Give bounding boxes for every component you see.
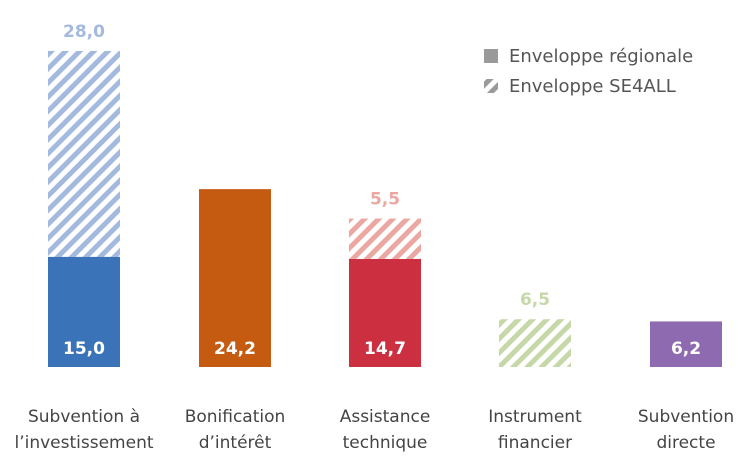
category-label-4: Subvention directe [638, 407, 734, 453]
category-label-1: Bonification d’intérêt [185, 407, 286, 453]
bar-regionale-4 [650, 321, 722, 367]
bar-regionale-2 [349, 258, 421, 367]
bar-se4all-2 [349, 218, 421, 259]
bars-layer [48, 50, 722, 367]
category-label-3: Instrument financier [488, 407, 582, 453]
value-label-regionale-2: 14,7 [364, 339, 406, 359]
bar-regionale-0 [48, 256, 120, 367]
bar-regionale-1 [199, 189, 271, 367]
value-labels-layer: 15,0 28,0 24,2 14,7 5,5 6,5 6,2 [63, 22, 701, 359]
bar-se4all-3 [499, 319, 571, 367]
bar-se4all-0 [48, 50, 120, 257]
category-label-0: Subvention à l’investissement [14, 407, 153, 453]
category-label-2: Assistance technique [340, 407, 431, 453]
legend-item-se4all: Enveloppe SE4ALL [509, 76, 676, 97]
value-label-regionale-1: 24,2 [214, 339, 256, 359]
legend-solid-swatch [484, 49, 498, 63]
category-labels-layer: Subvention à l’investissement Bonification… [14, 407, 734, 453]
value-label-se4all-0: 28,0 [63, 22, 105, 42]
legend-item-regionale: Enveloppe régionale [509, 46, 693, 67]
value-label-se4all-2: 5,5 [370, 190, 400, 210]
value-label-se4all-3: 6,5 [520, 290, 550, 310]
legend: Enveloppe régionale Enveloppe SE4ALL [484, 46, 693, 97]
legend-hatched-swatch [484, 79, 498, 93]
value-label-regionale-0: 15,0 [63, 339, 105, 359]
value-label-regionale-4: 6,2 [671, 339, 701, 359]
